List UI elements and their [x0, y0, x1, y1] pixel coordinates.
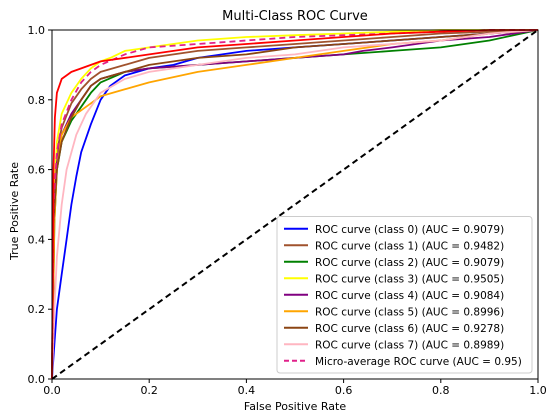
- series-line-3: [51, 29, 538, 380]
- legend-entry: ROC curve (class 1) (AUC = 0.9482): [315, 240, 504, 252]
- legend-box: [276, 216, 533, 374]
- x-tick-label: 0.4: [238, 384, 256, 397]
- legend-entry: ROC curve (class 7) (AUC = 0.8989): [315, 339, 504, 351]
- y-tick-label: 0.0: [28, 373, 46, 386]
- series-line-9: [51, 29, 538, 380]
- legend-entry: ROC curve (class 5) (AUC = 0.8996): [315, 306, 504, 318]
- series-line-7: [51, 29, 539, 380]
- legend-entry: Micro-average ROC curve (AUC = 0.95): [315, 356, 522, 368]
- x-tick-label: 0.6: [335, 384, 353, 397]
- series-line-1: [51, 29, 539, 380]
- x-tick-label: 0.0: [43, 384, 61, 397]
- chart-title: Multi-Class ROC Curve: [222, 9, 368, 24]
- legend-entry: ROC curve (class 0) (AUC = 0.9079): [315, 224, 504, 236]
- series-layer: [51, 29, 539, 380]
- series-line-6: [51, 29, 539, 380]
- y-tick-label: 0.4: [28, 233, 46, 246]
- y-tick-label: 0.2: [28, 303, 46, 316]
- y-tick-label: 1.0: [28, 24, 46, 37]
- x-tick-label: 1.0: [529, 384, 547, 397]
- y-axis-title: True Positive Rate: [8, 162, 21, 261]
- y-tick-label: 0.8: [28, 94, 46, 107]
- x-axis-ticks: 0.0 0.2 0.4 0.6 0.8 1.0: [43, 379, 547, 397]
- y-axis-ticks: 0.0 0.2 0.4 0.6 0.8 1.0: [28, 24, 52, 386]
- x-axis-title: False Positive Rate: [244, 400, 346, 413]
- legend-entry: ROC curve (class 3) (AUC = 0.9505): [315, 273, 504, 285]
- legend: ROC curve (class 0) (AUC = 0.9079) ROC cu…: [276, 216, 533, 374]
- legend-entry: ROC curve (class 4) (AUC = 0.9084): [315, 290, 504, 302]
- x-tick-label: 0.2: [140, 384, 158, 397]
- x-tick-label: 0.8: [432, 384, 450, 397]
- plot-frame: [51, 29, 539, 380]
- legend-entry: ROC curve (class 6) (AUC = 0.9278): [315, 323, 504, 335]
- legend-entry: ROC curve (class 2) (AUC = 0.9079): [315, 257, 504, 269]
- y-tick-label: 0.6: [28, 164, 46, 177]
